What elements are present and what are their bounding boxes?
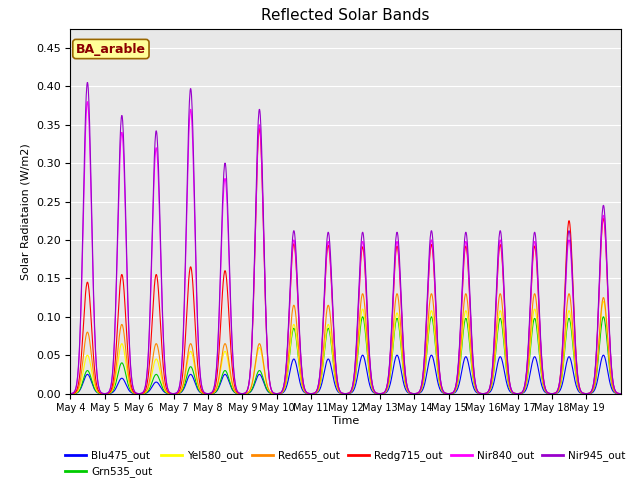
Nir945_out (165, 389, 173, 395)
Blu475_out (446, 391, 454, 396)
Title: Reflected Solar Bands: Reflected Solar Bands (261, 9, 430, 24)
Yel580_out (165, 390, 173, 396)
Grn535_out (67, 391, 74, 396)
Grn535_out (582, 391, 589, 396)
Red655_out (316, 384, 323, 389)
Blu475_out (67, 391, 74, 396)
Nir945_out (582, 391, 589, 396)
Line: Red655_out: Red655_out (70, 294, 620, 394)
Red655_out (358, 291, 366, 297)
Red655_out (446, 391, 454, 396)
Grn535_out (77, 385, 84, 391)
Nir840_out (348, 385, 356, 391)
Line: Grn535_out: Grn535_out (70, 317, 620, 394)
Blu475_out (316, 388, 323, 394)
Redg715_out (77, 362, 84, 368)
Red655_out (348, 388, 356, 394)
Red655_out (616, 391, 624, 396)
Redg715_out (446, 391, 454, 396)
Grn535_out (165, 391, 173, 396)
Yel580_out (616, 391, 624, 396)
Nir945_out (616, 391, 624, 396)
Nir945_out (348, 385, 356, 391)
Nir945_out (67, 391, 74, 396)
Red655_out (582, 391, 589, 396)
Nir945_out (316, 374, 323, 380)
Blu475_out (165, 391, 173, 396)
Redg715_out (67, 391, 74, 396)
Line: Nir840_out: Nir840_out (70, 102, 620, 394)
Nir945_out (83, 80, 91, 85)
Text: BA_arable: BA_arable (76, 43, 146, 56)
Blu475_out (582, 391, 589, 396)
Red655_out (77, 375, 84, 381)
Line: Yel580_out: Yel580_out (70, 301, 620, 394)
Nir945_out (77, 310, 84, 315)
Red655_out (165, 390, 173, 396)
Nir840_out (616, 391, 624, 396)
Grn535_out (348, 388, 356, 394)
Redg715_out (582, 391, 589, 396)
Nir840_out (165, 389, 173, 395)
Nir840_out (83, 99, 91, 105)
Redg715_out (348, 385, 356, 391)
Grn535_out (316, 385, 323, 391)
Line: Blu475_out: Blu475_out (70, 355, 620, 394)
Yel580_out (67, 391, 74, 396)
X-axis label: Time: Time (332, 416, 359, 426)
Yel580_out (316, 385, 323, 391)
Blu475_out (616, 391, 624, 396)
Nir945_out (446, 391, 454, 396)
Nir840_out (582, 391, 589, 396)
Yel580_out (581, 391, 589, 396)
Blu475_out (358, 352, 366, 358)
Blu475_out (348, 390, 356, 396)
Redg715_out (616, 391, 624, 396)
Yel580_out (77, 381, 84, 386)
Yel580_out (445, 391, 453, 396)
Red655_out (67, 391, 74, 396)
Line: Redg715_out: Redg715_out (70, 129, 620, 394)
Nir840_out (77, 315, 84, 321)
Yel580_out (348, 388, 356, 394)
Y-axis label: Solar Radiataion (W/m2): Solar Radiataion (W/m2) (20, 143, 30, 279)
Legend: Blu475_out, Grn535_out, Yel580_out, Red655_out, Redg715_out, Nir840_out, Nir945_: Blu475_out, Grn535_out, Yel580_out, Red6… (61, 446, 630, 480)
Yel580_out (600, 299, 607, 304)
Nir840_out (67, 391, 74, 396)
Blu475_out (77, 386, 84, 392)
Grn535_out (616, 391, 624, 396)
Nir840_out (316, 375, 323, 381)
Grn535_out (446, 391, 454, 396)
Nir840_out (446, 391, 454, 396)
Grn535_out (358, 314, 366, 320)
Line: Nir945_out: Nir945_out (70, 83, 620, 394)
Redg715_out (255, 126, 263, 132)
Redg715_out (316, 376, 323, 382)
Redg715_out (165, 390, 173, 396)
